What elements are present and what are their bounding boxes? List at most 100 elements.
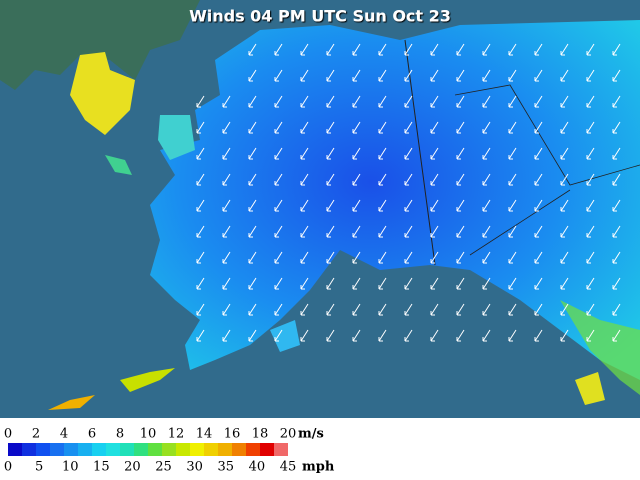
wind-arrow	[248, 43, 257, 56]
wind-arrow	[482, 329, 491, 342]
wind-arrow	[612, 225, 621, 238]
wind-arrow	[248, 95, 257, 108]
wind-arrow	[222, 147, 231, 160]
wind-arrow	[534, 277, 543, 290]
wind-arrow	[612, 147, 621, 160]
wind-arrow	[196, 303, 205, 316]
legend-swatch	[64, 443, 78, 456]
wind-arrow	[300, 329, 309, 342]
legend-swatch	[274, 443, 288, 456]
wind-arrow	[326, 329, 335, 342]
wind-arrow	[378, 225, 387, 238]
wind-arrow	[430, 277, 439, 290]
wind-arrow	[326, 225, 335, 238]
wind-arrow	[274, 251, 283, 264]
wind-arrow	[456, 225, 465, 238]
wind-arrow	[378, 251, 387, 264]
kodiak-island	[270, 320, 300, 352]
wind-arrow	[560, 277, 569, 290]
wind-arrow	[404, 251, 413, 264]
wind-arrow	[352, 251, 361, 264]
wind-arrow	[248, 251, 257, 264]
wind-arrow	[612, 199, 621, 212]
wind-arrow	[300, 199, 309, 212]
wind-arrow	[274, 95, 283, 108]
wind-arrow	[586, 303, 595, 316]
wind-arrow	[612, 251, 621, 264]
wind-arrow	[300, 173, 309, 186]
mph-tick-label: 20	[124, 460, 141, 475]
wind-arrow	[508, 43, 517, 56]
wind-arrow	[612, 69, 621, 82]
wind-arrow	[612, 303, 621, 316]
ms-tick-label: 0	[4, 427, 12, 442]
wind-arrow	[534, 69, 543, 82]
wind-arrow	[326, 121, 335, 134]
wind-arrow	[248, 147, 257, 160]
wind-arrow	[352, 199, 361, 212]
wind-arrow	[560, 199, 569, 212]
wind-arrow	[352, 43, 361, 56]
wind-arrow	[456, 173, 465, 186]
legend-unit-ms: m/s	[298, 427, 324, 442]
wind-arrow	[586, 199, 595, 212]
province-border	[454, 84, 640, 256]
wind-arrow	[300, 43, 309, 56]
st-lawrence-island	[105, 155, 132, 175]
wind-arrow	[222, 199, 231, 212]
legend-swatch	[190, 443, 204, 456]
wind-arrow	[404, 147, 413, 160]
wind-arrow	[430, 95, 439, 108]
wind-arrow	[482, 277, 491, 290]
wind-arrow	[274, 173, 283, 186]
wind-arrow	[456, 329, 465, 342]
legend-swatch	[22, 443, 36, 456]
wind-arrow	[196, 225, 205, 238]
wind-arrow	[586, 277, 595, 290]
wind-arrow	[612, 277, 621, 290]
wind-arrow	[430, 251, 439, 264]
wind-arrow	[274, 147, 283, 160]
wind-arrow	[248, 121, 257, 134]
wind-arrow	[612, 43, 621, 56]
legend-swatch	[218, 443, 232, 456]
wind-arrow	[326, 95, 335, 108]
wind-arrow	[378, 147, 387, 160]
wind-arrow	[456, 199, 465, 212]
wind-arrow	[274, 303, 283, 316]
wind-arrow	[300, 303, 309, 316]
wind-arrow	[326, 173, 335, 186]
wind-arrow	[560, 95, 569, 108]
wind-arrow	[560, 69, 569, 82]
wind-arrow	[482, 147, 491, 160]
wind-arrow	[534, 225, 543, 238]
wind-arrow	[274, 225, 283, 238]
wind-arrow	[222, 173, 231, 186]
mph-tick-label: 0	[4, 460, 12, 475]
ms-tick-label: 20	[280, 427, 297, 442]
wind-arrow	[352, 173, 361, 186]
wind-arrow	[586, 251, 595, 264]
wind-arrow	[482, 199, 491, 212]
wind-arrow	[456, 43, 465, 56]
chukotka-land	[70, 52, 135, 135]
wind-arrow	[482, 121, 491, 134]
mph-tick-label: 10	[62, 460, 79, 475]
wind-arrow	[222, 329, 231, 342]
wind-arrow	[222, 95, 231, 108]
wind-arrow	[352, 277, 361, 290]
wind-arrow	[534, 173, 543, 186]
wind-arrow	[404, 121, 413, 134]
legend-swatch	[260, 443, 274, 456]
wind-arrow	[300, 225, 309, 238]
wind-arrow	[222, 121, 231, 134]
wind-arrow	[456, 251, 465, 264]
legend-swatch	[204, 443, 218, 456]
wind-arrow	[534, 329, 543, 342]
wind-arrow	[274, 69, 283, 82]
wind-arrow	[534, 303, 543, 316]
mph-tick-label: 40	[249, 460, 266, 475]
wind-arrow	[612, 173, 621, 186]
wind-arrow	[196, 95, 205, 108]
